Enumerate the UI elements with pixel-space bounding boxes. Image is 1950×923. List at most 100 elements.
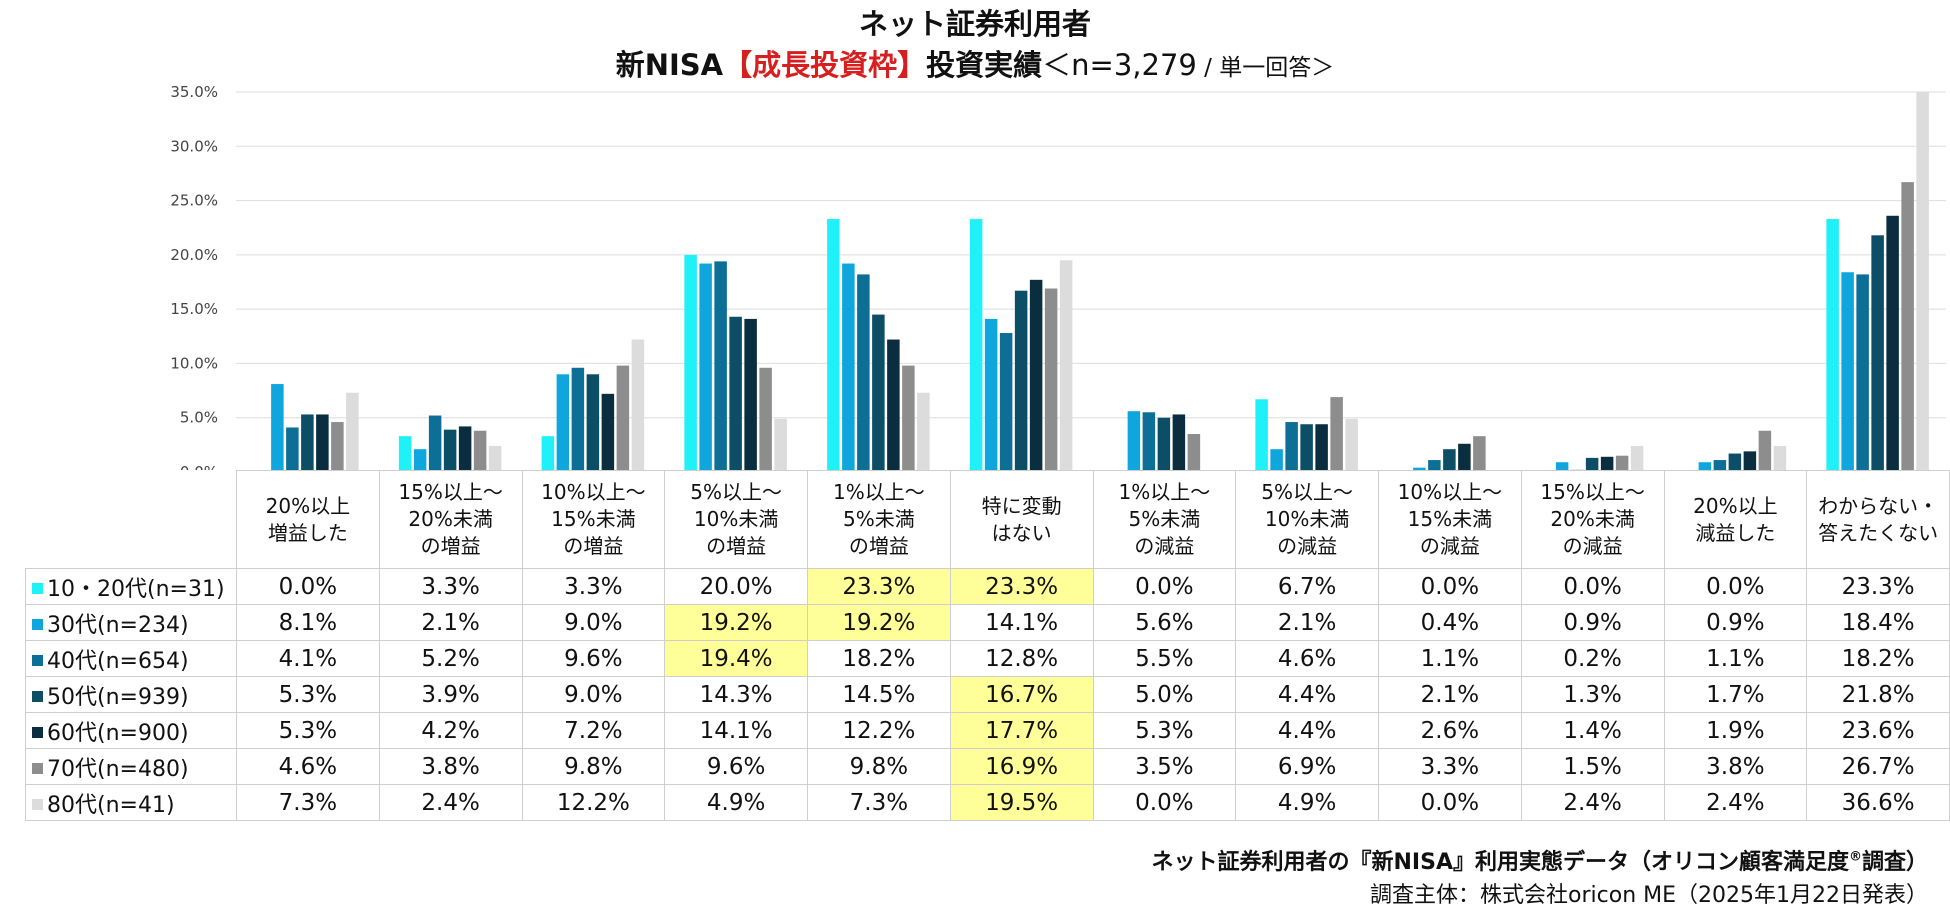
table-cell: 1.1% [1663,640,1808,677]
category-label-line: の減益 [1134,534,1195,558]
bar [541,436,555,470]
table-cell: 26.7% [1806,748,1950,785]
table-cell: 2.4% [1520,784,1665,821]
category-label-line: 10%未満 [1264,507,1350,531]
bar [1630,445,1644,470]
table-cell: 4.6% [236,748,380,785]
table-cell: 6.7% [1235,568,1379,605]
bar [1901,182,1914,470]
table-cell: 12.2% [807,712,951,749]
bar [684,254,697,470]
category-label-line: 5%未満 [843,507,915,531]
bar [1270,449,1283,470]
bar [1473,436,1486,470]
table-cell: 19.2% [664,604,808,641]
bar [488,445,502,470]
category-label-line: 15%未満 [551,507,636,531]
table-cell: 0.0% [1378,784,1522,821]
table-cell: 3.3% [1378,748,1522,785]
table-cell: 5.6% [1092,604,1237,641]
table-cell: 7.3% [807,784,951,821]
bar [1585,457,1599,470]
title-results: 投資実績 [926,48,1043,82]
table-cell: 3.9% [378,676,523,713]
table-cell: 0.2% [1520,640,1665,677]
table-cell: 16.9% [949,748,1094,785]
category-header: 1%以上～ 5%未満 の減益 [1092,470,1237,569]
category-label-line: の減益 [1562,534,1623,558]
y-tick-label: 0.0% [180,463,218,470]
table-cell: 23.3% [1806,568,1950,605]
chart-title-line1: ネット証券利用者 [858,7,1091,41]
table-cell: 4.4% [1235,712,1379,749]
bar [346,392,359,470]
table-row: 40代(n=654) 4.1% 5.2% 9.6% 19.4% 18.2% 12.8% 5.5… [25,640,1950,677]
table-corner [25,470,237,569]
y-tick-label: 5.0% [180,409,218,427]
bar [1315,424,1328,470]
bar [1157,417,1171,470]
series-label: 80代(n=41) [25,784,237,821]
table-cell: 0.0% [236,568,380,605]
registered-mark: ® [1848,849,1862,865]
bar [1285,422,1298,470]
table-cell: 18.2% [1806,640,1950,677]
table-cell: 0.9% [1520,604,1665,641]
bar [1841,272,1854,470]
legend-swatch [32,690,43,702]
table-cell: 9.6% [664,748,808,785]
table-cell: 0.0% [1663,568,1808,605]
category-header: 15%以上～ 20%未満 の減益 [1520,470,1665,569]
bar-chart: 0.0% 5.0% 10.0% 15.0% 20.0% 25.0% 30.0% 35.0% [170,83,1946,470]
table-cell: 19.4% [664,640,808,677]
table-cell: 8.1% [236,604,380,641]
legend-swatch [32,798,43,810]
table-cell: 7.2% [521,712,666,749]
table-cell: 36.6% [1806,784,1950,821]
bar [398,436,412,470]
table-cell: 0.9% [1663,604,1808,641]
table-row: 60代(n=900) 5.3% 4.2% 7.2% 14.1% 12.2% 17.7% 5.3… [25,712,1950,749]
category-label-line: 増益した [267,520,348,545]
bar [1758,430,1772,470]
table-cell: 5.0% [1092,676,1237,713]
table-cell: 0.0% [1378,568,1522,605]
category-label-line: 15%以上～ [398,480,503,504]
table-cell: 17.7% [949,712,1094,749]
category-label-line: 10%以上～ [1397,480,1503,504]
y-tick-label: 10.0% [170,354,218,372]
table-cell: 2.1% [1235,604,1379,641]
bar [616,365,630,470]
table-cell: 1.5% [1520,748,1665,785]
legend-swatch [32,726,43,738]
bar [774,418,787,470]
bar [586,374,600,470]
category-header: 1%以上～ 5%未満 の増益 [807,470,951,569]
bar [714,261,727,470]
series-label: 10・20代(n=31) [25,568,237,605]
bar [1127,411,1141,470]
bar [331,422,344,470]
bar [917,392,930,470]
table-cell: 14.3% [664,676,808,713]
bar [1713,460,1727,470]
bar [729,316,742,470]
category-label-line: 答えたくない [1818,520,1939,545]
bar [1773,445,1787,470]
bar [1428,460,1441,470]
bar [984,318,998,470]
y-tick-label: 25.0% [170,192,218,210]
legend-swatch [32,618,43,630]
category-label-line: 1%以上～ [833,480,925,504]
bar [1826,219,1839,470]
table-cell: 9.0% [521,676,666,713]
category-header: わからない・ 答えたくない [1806,470,1950,569]
bar [1172,414,1186,470]
table-cell: 1.3% [1520,676,1665,713]
category-header: 特に変動 はない [949,470,1094,569]
legend-swatch [32,654,43,666]
table-cell: 3.3% [521,568,666,605]
category-label-line: 5%以上～ [1261,480,1353,504]
table-cell: 7.3% [236,784,380,821]
table-cell: 1.7% [1663,676,1808,713]
